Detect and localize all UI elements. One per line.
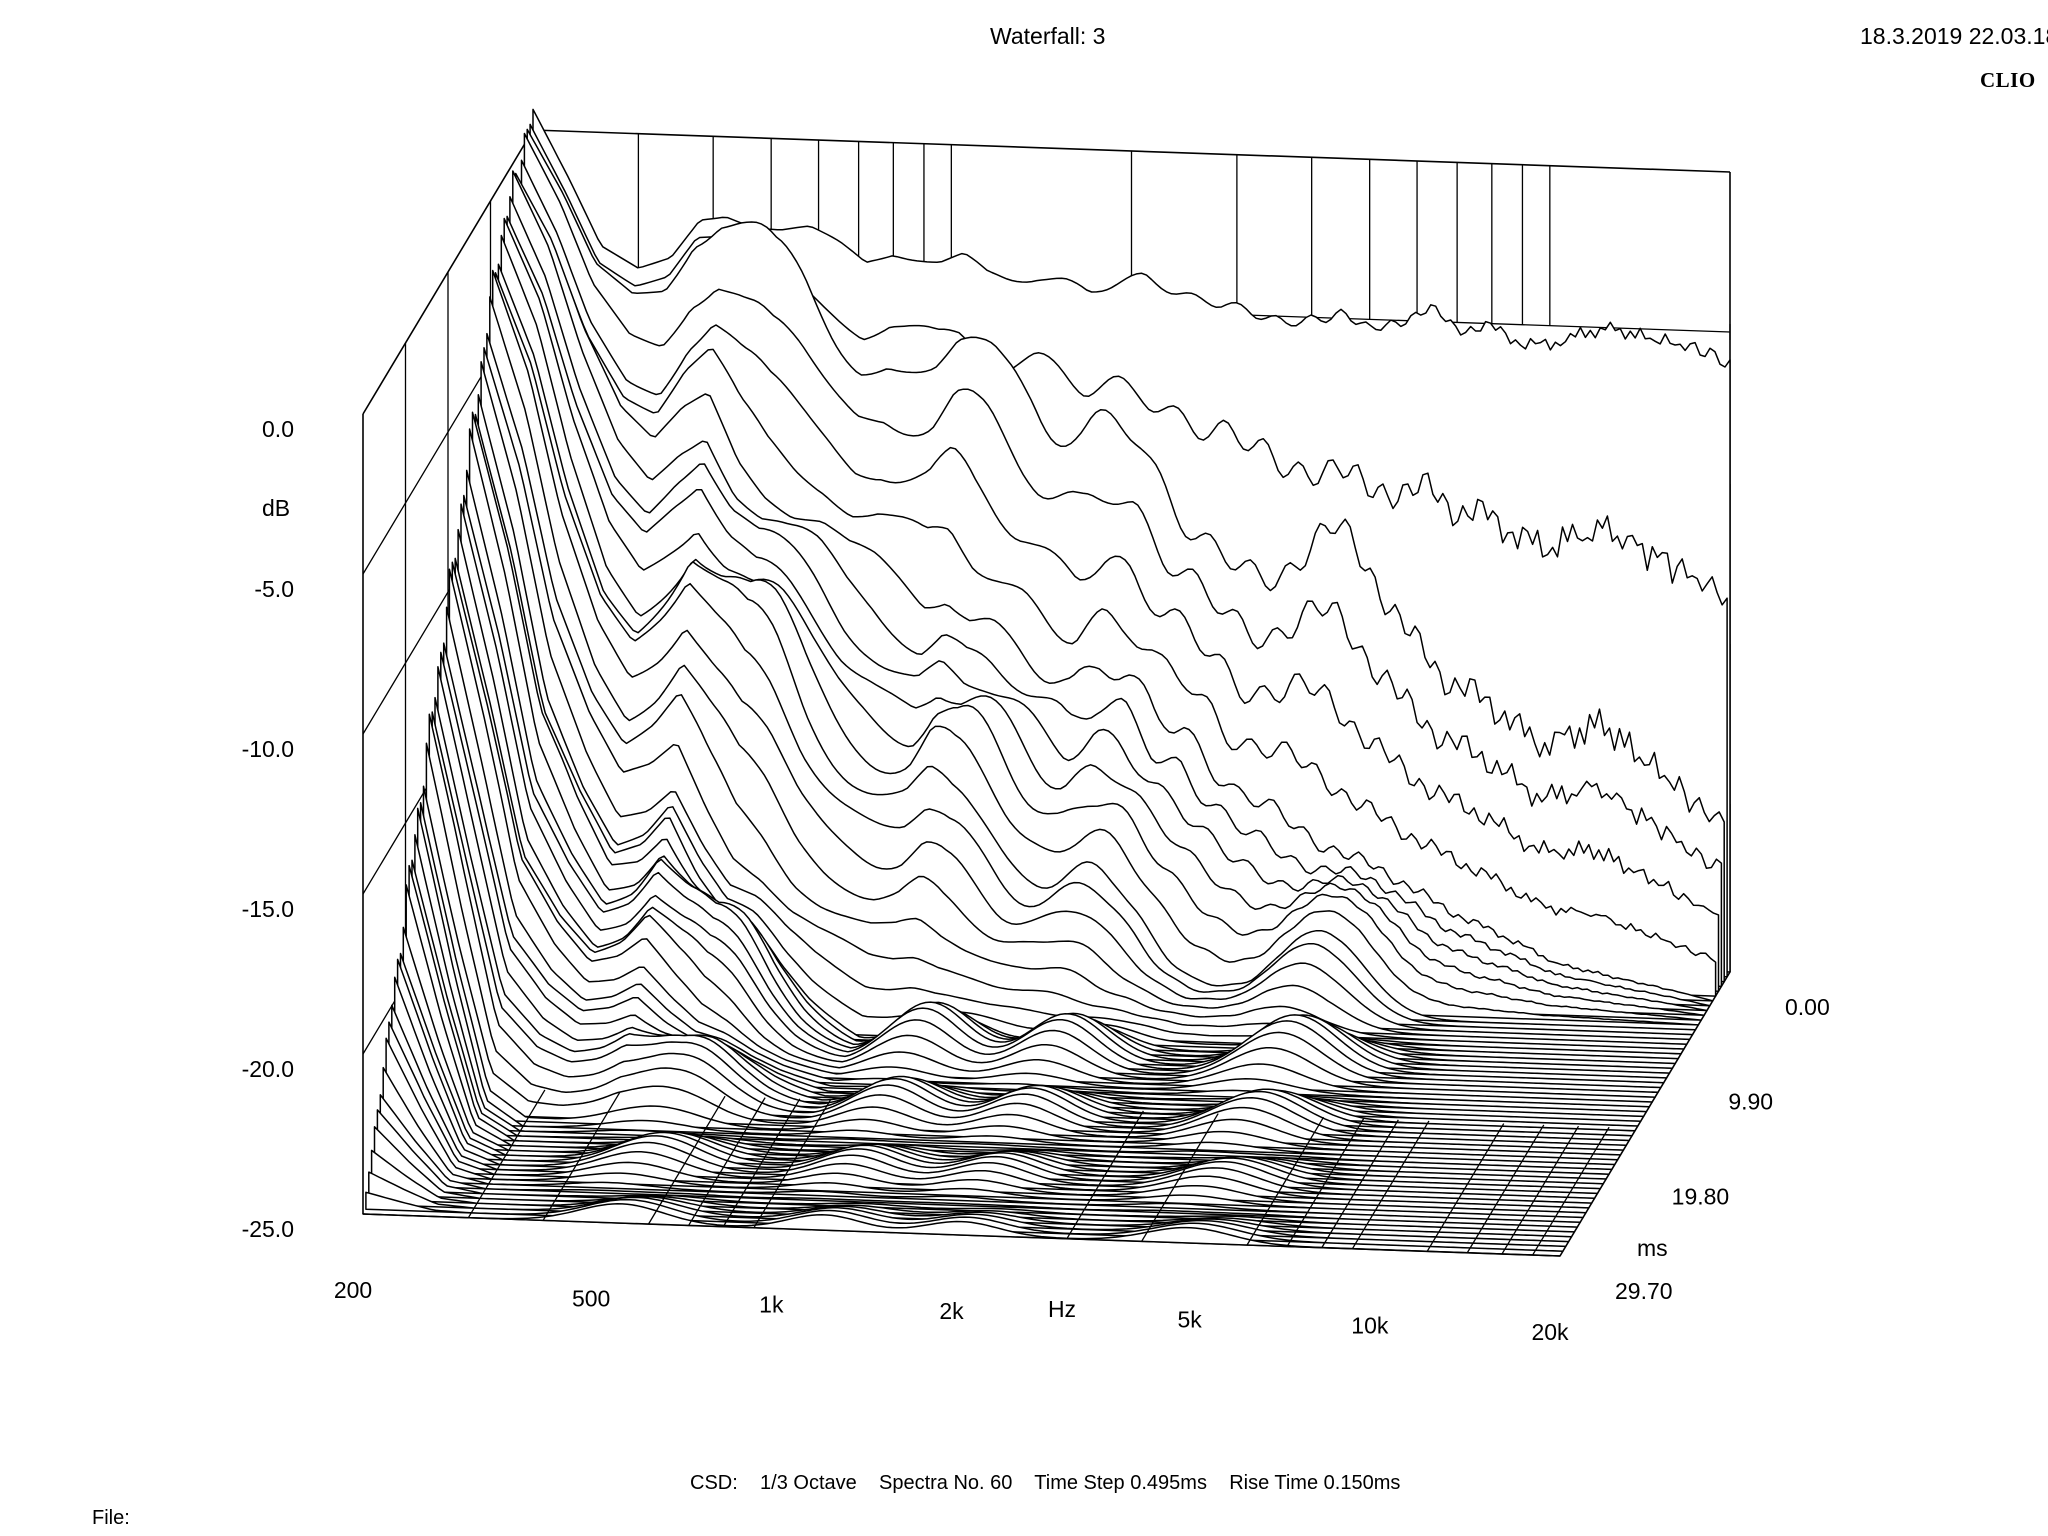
spectrum-slice xyxy=(362,1203,1561,1257)
chart-title: Waterfall: 3 xyxy=(990,23,1106,49)
floor-gridline xyxy=(1466,1124,1545,1254)
floor-gridline xyxy=(1426,1123,1505,1252)
footer-file-label: File: xyxy=(92,1507,130,1529)
floor-gridline xyxy=(1321,1119,1399,1248)
spectrum-slice xyxy=(399,952,1599,1195)
z-tick-label: 9.90 xyxy=(1728,1089,1773,1115)
floor-gridline xyxy=(688,1097,766,1226)
x-tick-label: 200 xyxy=(334,1277,372,1303)
z-tick-label: 0.00 xyxy=(1785,994,1830,1020)
spectrum-slice xyxy=(422,785,1622,1156)
y-tick-label: 0.0 xyxy=(262,416,294,442)
y-axis-unit: dB xyxy=(262,495,290,521)
floor-gridline xyxy=(1246,1116,1325,1246)
spectrum-slice xyxy=(411,859,1610,1175)
floor-gridline xyxy=(1286,1118,1365,1247)
spectrum-slice xyxy=(396,958,1596,1199)
floor-gridline xyxy=(1532,1126,1610,1256)
footer-csd-label: CSD: xyxy=(690,1472,738,1494)
floor-gridline xyxy=(753,1099,832,1229)
clio-logo: CLIO xyxy=(1980,68,2036,92)
spectrum-slice xyxy=(489,296,1688,1045)
spectrum-slice xyxy=(416,807,1616,1166)
z-tick-label: 19.80 xyxy=(1672,1183,1730,1209)
footer-smoothing: 1/3 Octave xyxy=(760,1472,857,1494)
floor-gridline xyxy=(1501,1125,1580,1255)
frame-floor-right-edge xyxy=(1559,971,1731,1257)
y-tick-label: -5.0 xyxy=(254,576,294,602)
spectrum-slice xyxy=(385,1037,1584,1219)
floor-gridline xyxy=(1351,1120,1430,1250)
floor-gridline xyxy=(1141,1113,1219,1242)
y-tick-label: -25.0 xyxy=(242,1216,294,1242)
floor-gridline xyxy=(542,1092,621,1221)
x-axis-unit: Hz xyxy=(1048,1296,1076,1322)
x-tick-label: 20k xyxy=(1531,1319,1569,1345)
x-tick-label: 5k xyxy=(1178,1306,1203,1332)
spectrum-slice xyxy=(382,1066,1581,1224)
x-tick-label: 10k xyxy=(1351,1313,1389,1339)
footer-csd: CSD: 1/3 Octave Spectra No. 60 Time Step… xyxy=(690,1473,1400,1493)
floor-gridline xyxy=(647,1095,726,1225)
floor-gridline xyxy=(722,1098,801,1227)
spectrum-slice xyxy=(370,1149,1570,1243)
axis-ticks: 0.0 -5.0 -10.0 -15.0 -20.0 -25.0 200 500 1k 2k 5k 1… xyxy=(242,416,1830,1345)
z-axis-unit: ms xyxy=(1637,1235,1668,1261)
y-tick-label: -10.0 xyxy=(242,736,294,762)
x-tick-label: 500 xyxy=(572,1285,610,1311)
axis-labels: dB Hz ms xyxy=(262,495,1668,1322)
z-tick-label: 29.70 xyxy=(1615,1278,1673,1304)
spectrum-slice xyxy=(376,1109,1576,1233)
spectrum-slice xyxy=(419,801,1619,1161)
x-tick-label: 2k xyxy=(939,1298,964,1324)
floor-gridline xyxy=(1066,1110,1144,1240)
footer-spectra: Spectra No. 60 xyxy=(878,1472,1013,1494)
spectrum-slice xyxy=(393,976,1593,1204)
footer-rise-time: Rise Time 0.150ms xyxy=(1229,1472,1401,1494)
footer-time-step: Time Step 0.495ms xyxy=(1034,1472,1207,1494)
floor-gridline xyxy=(467,1089,546,1219)
spectrum-slice xyxy=(391,1004,1590,1209)
y-tick-label: -20.0 xyxy=(242,1056,294,1082)
spectrum-slice xyxy=(402,926,1602,1190)
measurement-datetime: 18.3.2019 22.03.18 xyxy=(1860,23,2048,49)
spectra-slices xyxy=(362,108,1731,1257)
spectrum-slice xyxy=(414,834,1613,1171)
spectrum-slice xyxy=(379,1094,1579,1228)
x-tick-label: 1k xyxy=(759,1292,784,1318)
y-tick-label: -15.0 xyxy=(242,896,294,922)
spectrum-slice xyxy=(388,1021,1587,1214)
